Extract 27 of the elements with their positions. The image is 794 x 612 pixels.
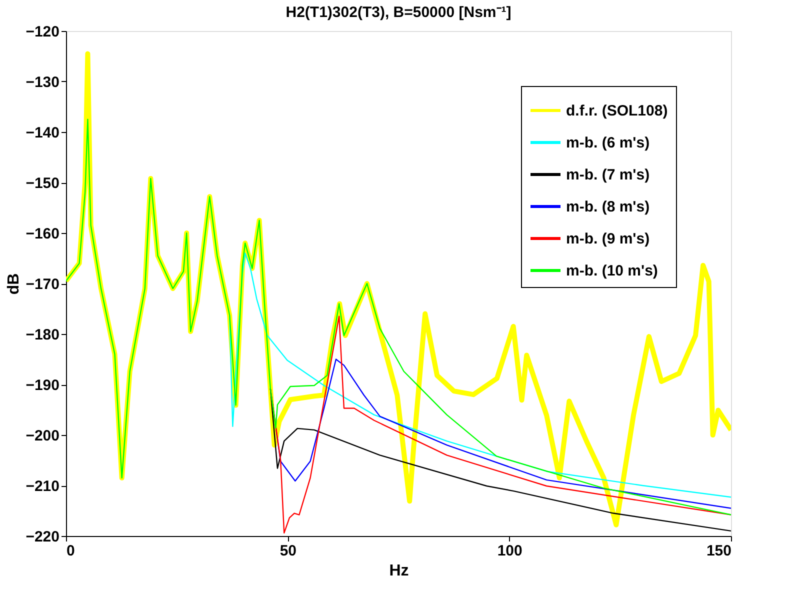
legend-label: m-b. (8 m's)	[566, 198, 650, 216]
x-tick-label: 0	[66, 542, 75, 560]
y-tick-label: −120	[26, 24, 60, 40]
y-tick-label: −150	[26, 175, 60, 192]
x-tick-label: 50	[280, 542, 297, 560]
y-tick-label: −140	[26, 124, 60, 142]
x-axis-title: Hz	[389, 562, 409, 580]
y-tick-label: −190	[26, 377, 60, 394]
line-series	[66, 118, 731, 516]
y-tick-label: −170	[26, 276, 60, 293]
x-tick-label: 100	[497, 542, 522, 560]
y-tick-label: −160	[26, 226, 60, 242]
y-tick-label: −180	[26, 326, 60, 344]
line-series	[228, 252, 731, 498]
y-axis-title: dB	[6, 273, 23, 295]
legend-label: m-b. (9 m's)	[566, 230, 650, 248]
y-tick-label: −200	[26, 428, 60, 444]
line-series	[270, 316, 731, 534]
chart-title: H2(T1)302(T3), B=50000 [Nsm⁻¹]	[286, 4, 512, 21]
legend-label: m-b. (6 m's)	[566, 134, 650, 152]
legend-label: m-b. (7 m's)	[566, 166, 650, 184]
y-tick-label: −220	[26, 528, 60, 546]
legend-label: d.f.r. (SOL108)	[566, 102, 668, 120]
x-tick-label: 150	[706, 542, 732, 560]
legend-label: m-b. (10 m's)	[566, 262, 658, 280]
y-tick-label: −210	[26, 478, 60, 495]
y-tick-label: −130	[26, 74, 60, 91]
